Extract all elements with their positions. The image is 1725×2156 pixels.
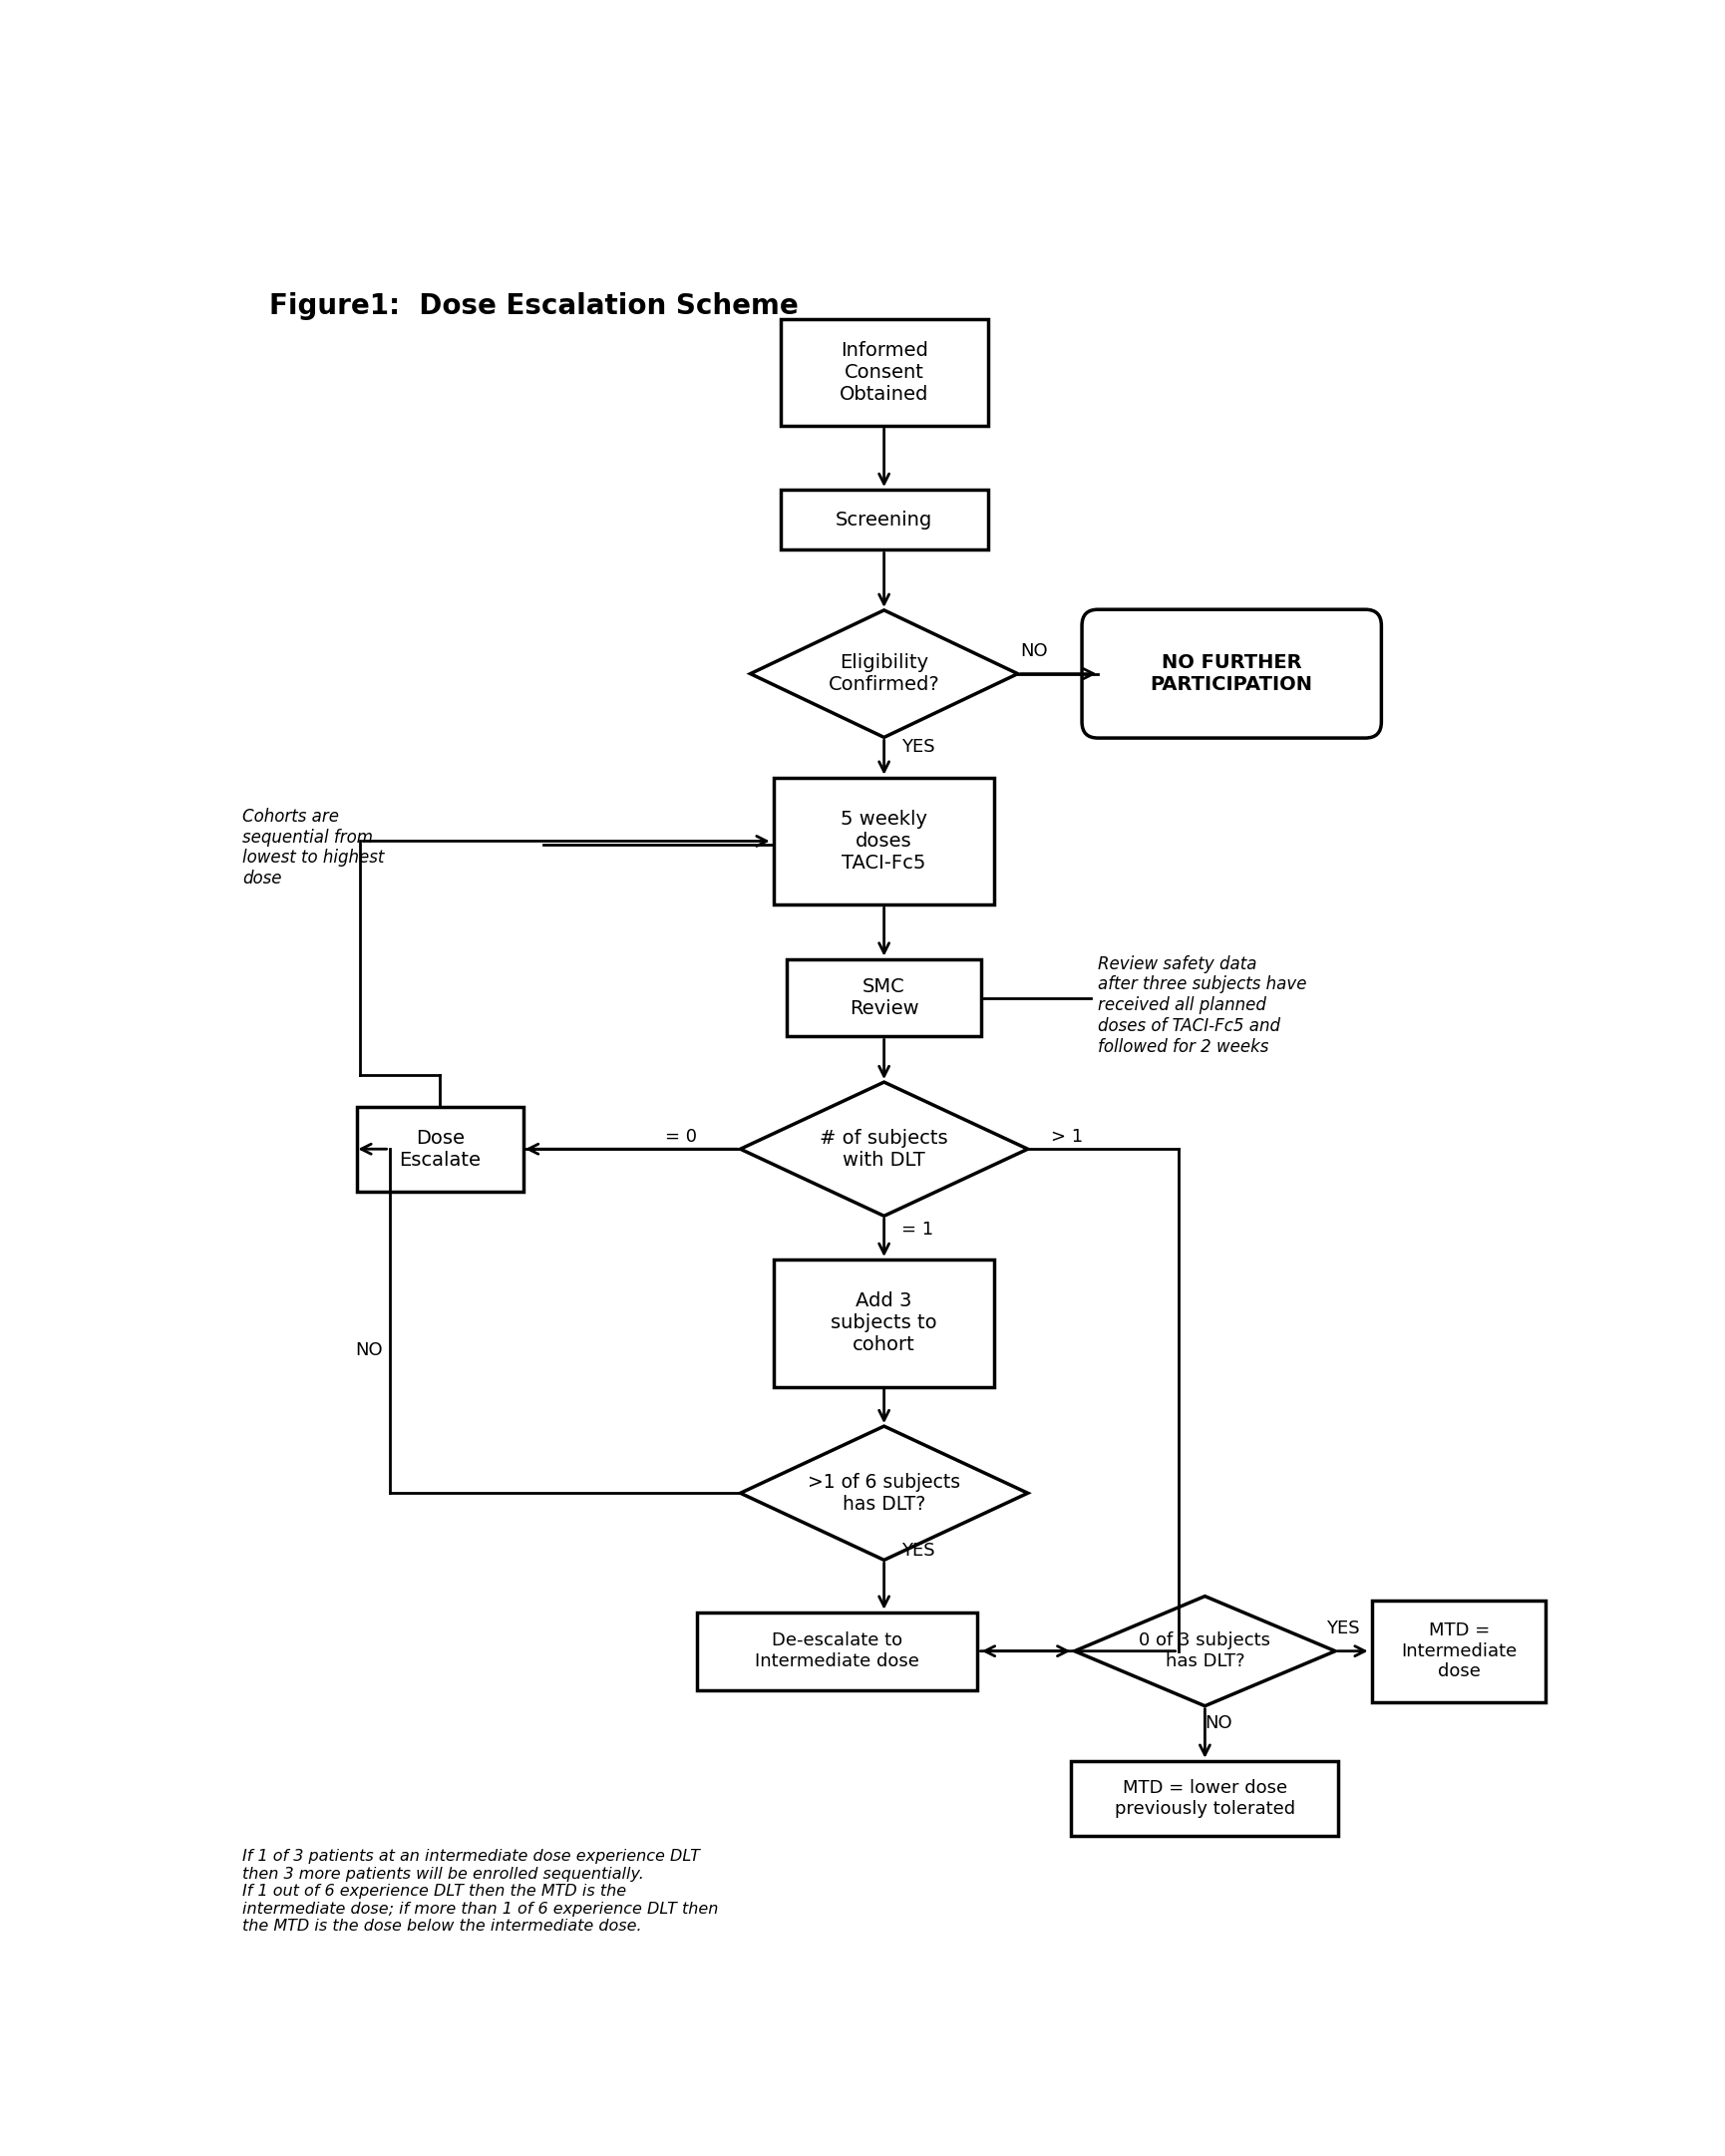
Text: = 0: = 0: [666, 1128, 697, 1147]
Polygon shape: [740, 1082, 1028, 1216]
Text: 5 weekly
doses
TACI-Fc5: 5 weekly doses TACI-Fc5: [840, 811, 928, 873]
Text: De-escalate to
Intermediate dose: De-escalate to Intermediate dose: [756, 1632, 919, 1671]
FancyBboxPatch shape: [775, 1259, 994, 1386]
Text: NO: NO: [1019, 642, 1047, 660]
Polygon shape: [750, 610, 1018, 737]
Text: = 1: = 1: [902, 1220, 933, 1238]
Text: NO: NO: [355, 1341, 383, 1358]
Text: Add 3
subjects to
cohort: Add 3 subjects to cohort: [831, 1291, 937, 1354]
Text: Figure1:  Dose Escalation Scheme: Figure1: Dose Escalation Scheme: [269, 293, 799, 319]
FancyBboxPatch shape: [1371, 1600, 1546, 1701]
Text: MTD = lower dose
previously tolerated: MTD = lower dose previously tolerated: [1114, 1779, 1295, 1818]
FancyBboxPatch shape: [357, 1106, 524, 1192]
Text: MTD =
Intermediate
dose: MTD = Intermediate dose: [1401, 1621, 1516, 1682]
Text: Dose
Escalate: Dose Escalate: [400, 1128, 481, 1169]
Text: SMC
Review: SMC Review: [849, 977, 919, 1018]
Text: YES: YES: [1327, 1619, 1359, 1639]
Text: Eligibility
Confirmed?: Eligibility Confirmed?: [828, 653, 940, 694]
FancyBboxPatch shape: [787, 959, 982, 1037]
Text: Informed
Consent
Obtained: Informed Consent Obtained: [840, 341, 928, 403]
Polygon shape: [1075, 1595, 1335, 1705]
Text: If 1 of 3 patients at an intermediate dose experience DLT
then 3 more patients w: If 1 of 3 patients at an intermediate do…: [242, 1850, 718, 1934]
FancyBboxPatch shape: [697, 1613, 978, 1690]
Text: 0 of 3 subjects
has DLT?: 0 of 3 subjects has DLT?: [1138, 1632, 1271, 1671]
Text: > 1: > 1: [1051, 1128, 1083, 1147]
Text: NO FURTHER
PARTICIPATION: NO FURTHER PARTICIPATION: [1151, 653, 1313, 694]
FancyBboxPatch shape: [780, 319, 988, 427]
Text: YES: YES: [902, 737, 935, 757]
FancyBboxPatch shape: [775, 778, 994, 906]
Text: NO: NO: [1204, 1714, 1232, 1733]
Text: YES: YES: [902, 1542, 935, 1559]
FancyBboxPatch shape: [780, 489, 988, 550]
FancyBboxPatch shape: [1071, 1761, 1339, 1837]
Text: >1 of 6 subjects
has DLT?: >1 of 6 subjects has DLT?: [807, 1473, 961, 1514]
FancyBboxPatch shape: [1082, 610, 1382, 737]
Text: # of subjects
with DLT: # of subjects with DLT: [819, 1128, 949, 1169]
Polygon shape: [740, 1425, 1028, 1561]
Text: Screening: Screening: [835, 511, 933, 528]
Text: Cohorts are
sequential from
lowest to highest
dose: Cohorts are sequential from lowest to hi…: [242, 808, 385, 888]
Text: Review safety data
after three subjects have
received all planned
doses of TACI-: Review safety data after three subjects …: [1099, 955, 1308, 1056]
